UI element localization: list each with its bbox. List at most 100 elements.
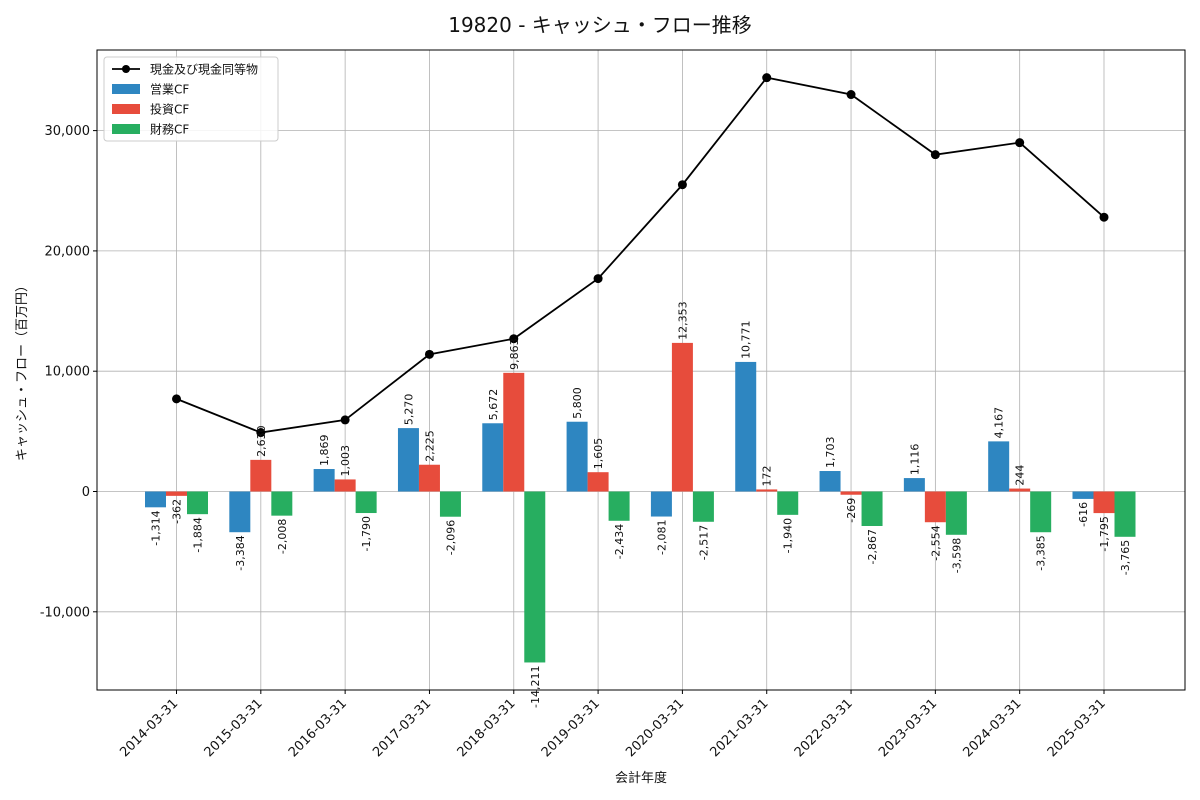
legend-label: 投資CF xyxy=(150,102,189,117)
bar xyxy=(524,491,546,663)
bar xyxy=(418,464,440,492)
legend-bar-swatch xyxy=(112,84,140,94)
bar-value-label: 244 xyxy=(1014,465,1027,486)
legend-bar-swatch xyxy=(112,104,140,114)
bar-value-label: 1,869 xyxy=(318,435,331,467)
bar xyxy=(587,472,609,492)
bar xyxy=(439,491,461,517)
x-tick-label: 2018-03-31 xyxy=(455,696,519,760)
bar xyxy=(566,421,588,492)
cash-line xyxy=(172,73,1109,438)
y-tick-label: 10,000 xyxy=(45,365,91,380)
bar xyxy=(397,428,419,492)
cash-line-point xyxy=(509,334,519,344)
bar-value-label: 9,863 xyxy=(508,338,521,370)
bar xyxy=(1072,491,1094,499)
bar xyxy=(756,489,778,492)
legend-marker xyxy=(122,65,130,73)
chart-title: 19820 - キャッシュ・フロー推移 xyxy=(448,13,752,37)
bar-value-label: -2,517 xyxy=(697,525,710,560)
bar xyxy=(988,441,1010,492)
bar-value-label: -362 xyxy=(171,499,184,524)
bar-value-label: -3,385 xyxy=(1035,535,1048,570)
bar xyxy=(735,361,757,492)
bar xyxy=(271,491,293,516)
bar-value-label: -269 xyxy=(845,498,858,523)
bar-value-label: -2,554 xyxy=(929,525,942,560)
y-tick-label: 20,000 xyxy=(45,244,91,259)
y-tick-label: 30,000 xyxy=(45,124,91,139)
bar-value-label: -3,598 xyxy=(950,538,963,573)
bar xyxy=(1009,488,1031,492)
bar xyxy=(924,491,946,523)
bar xyxy=(1114,491,1136,537)
x-axis-label: 会計年度 xyxy=(615,770,667,786)
bar-value-label: -14,211 xyxy=(529,665,542,707)
y-axis-label: キャッシュ・フロー（百万円） xyxy=(15,279,30,461)
bar-value-label: -2,081 xyxy=(655,520,668,555)
bar-value-label: -616 xyxy=(1077,502,1090,527)
bar-value-label: 5,800 xyxy=(571,387,584,419)
bar xyxy=(671,342,693,492)
cash-line-point xyxy=(340,415,350,425)
bar-value-label: -2,096 xyxy=(444,520,457,555)
cash-line-point xyxy=(172,394,181,404)
x-tick-label: 2016-03-31 xyxy=(286,696,350,760)
cash-line-path xyxy=(176,76,1105,434)
bar-value-label: 2,630 xyxy=(255,425,268,457)
bar xyxy=(1093,491,1115,514)
legend-box xyxy=(103,56,279,142)
bar-value-label: -3,384 xyxy=(234,535,247,570)
bar xyxy=(861,491,883,526)
cash-line-point xyxy=(1015,138,1025,148)
bar xyxy=(692,491,714,522)
bar xyxy=(840,491,862,495)
y-tick-label: -10,000 xyxy=(40,605,90,620)
bar xyxy=(313,469,335,492)
bar xyxy=(355,491,377,514)
bar xyxy=(819,471,841,492)
bar xyxy=(608,491,630,521)
bar-value-label: -1,940 xyxy=(782,518,795,553)
bars xyxy=(145,342,1136,663)
bar xyxy=(482,423,504,492)
bar xyxy=(187,491,208,515)
bar-value-label: 172 xyxy=(761,465,774,486)
x-tick-label: 2025-03-31 xyxy=(1045,696,1109,760)
cash-line-point xyxy=(256,428,266,438)
bar xyxy=(145,491,166,508)
bar xyxy=(903,478,925,492)
x-tick-label: 2021-03-31 xyxy=(708,696,772,760)
x-tick-label: 2015-03-31 xyxy=(202,696,266,760)
bar-value-label: 5,672 xyxy=(487,389,500,420)
x-tick-label: 2014-03-31 xyxy=(117,696,181,760)
cash-line-point xyxy=(677,180,687,190)
cash-line-point xyxy=(846,90,856,100)
bar-value-label: -2,867 xyxy=(866,529,879,564)
y-tick-label: 0 xyxy=(82,485,90,500)
bar-value-label: -1,795 xyxy=(1098,516,1111,551)
bar-value-label: 4,167 xyxy=(993,407,1006,439)
x-tick-label: 2020-03-31 xyxy=(623,696,687,760)
bar-value-label: 1,605 xyxy=(592,438,605,470)
bar xyxy=(777,491,799,515)
bar xyxy=(334,479,356,492)
grid xyxy=(97,50,1185,690)
bar-value-label: -1,314 xyxy=(150,510,163,545)
bar-value-label: 1,003 xyxy=(339,445,352,477)
bar xyxy=(650,491,672,517)
bar-value-label: 2,225 xyxy=(423,430,436,462)
bar xyxy=(503,372,525,492)
x-tick-label: 2019-03-31 xyxy=(539,696,603,760)
legend-label: 現金及び現金同等物 xyxy=(150,62,258,77)
bar-value-label: -2,008 xyxy=(276,519,289,554)
bar xyxy=(229,491,251,533)
x-tick-label: 2024-03-31 xyxy=(960,696,1024,760)
bar xyxy=(250,459,272,492)
cash-line-point xyxy=(424,349,434,359)
plot-frame xyxy=(96,49,1186,691)
bar-value-label: 10,771 xyxy=(740,320,753,359)
